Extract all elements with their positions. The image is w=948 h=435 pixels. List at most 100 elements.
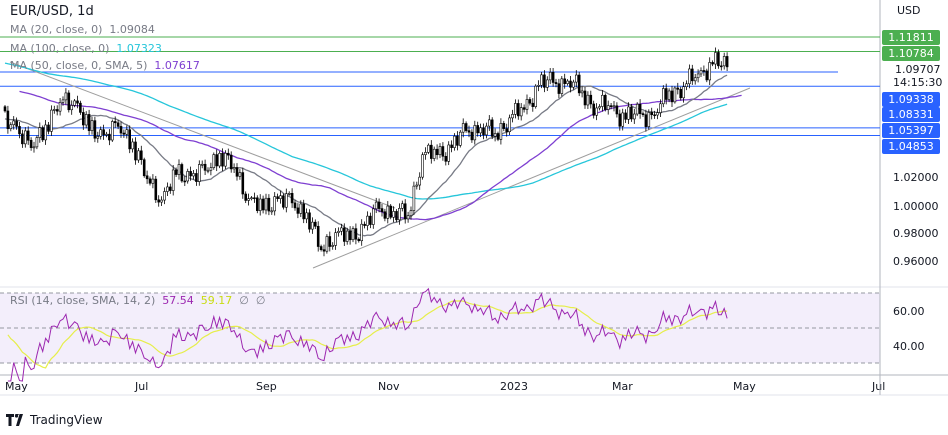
candle-body [574, 74, 578, 83]
candle-body [569, 80, 572, 88]
candle-body [180, 164, 184, 182]
ma100-value: 1.07323 [116, 42, 162, 55]
tradingview-logo[interactable]: TradingView [6, 413, 103, 427]
candle-body [354, 228, 358, 240]
candle-body [3, 106, 7, 112]
candle-body [360, 223, 364, 242]
candle-body [171, 169, 175, 191]
candle-body [337, 230, 340, 233]
candle-body [52, 109, 56, 111]
candle-body [682, 86, 685, 99]
candle-body [26, 130, 30, 141]
candle-body [412, 185, 416, 211]
candle-body [186, 171, 189, 182]
candle-body [473, 125, 477, 141]
candle-body [340, 227, 343, 232]
level-tag: 1.09338 [882, 92, 940, 107]
candle-body [598, 106, 601, 109]
level-tag: 1.05397 [882, 123, 940, 138]
candle-body [331, 245, 335, 247]
candle-body [32, 146, 36, 149]
time-tick-label: May [5, 380, 28, 393]
candle-body [534, 85, 538, 107]
candle-body [424, 152, 427, 156]
level-tag: 1.11811 [882, 30, 940, 45]
candle-body [218, 153, 221, 167]
candle-body [415, 184, 419, 187]
candle-body [557, 83, 561, 94]
candle-body [566, 80, 569, 84]
candle-body [374, 201, 378, 210]
candle-body [673, 87, 677, 103]
candle-body [345, 230, 349, 242]
candle-body [15, 120, 18, 127]
candle-body [61, 99, 65, 103]
candle-body [305, 212, 308, 220]
candle-body [224, 152, 227, 167]
candle-body [105, 133, 108, 136]
candle-body [241, 172, 245, 195]
candle-body [711, 62, 714, 65]
candle-body [392, 211, 395, 218]
candle-body [319, 246, 323, 250]
candle-body [592, 103, 596, 116]
rsi-line [7, 287, 728, 382]
candle-body [284, 193, 288, 208]
candle-body [722, 56, 726, 67]
candle-body [189, 171, 192, 177]
candle-body [221, 153, 224, 167]
candle-body [543, 74, 546, 88]
price-tick-label: 1.00000 [893, 200, 939, 213]
ascending-trendline [312, 87, 751, 269]
candle-body [232, 167, 236, 170]
price-tick-label: 0.96000 [893, 255, 939, 268]
candle-body [705, 70, 709, 81]
candle-body [632, 113, 636, 120]
candle-body [505, 128, 509, 132]
candle-body [212, 154, 216, 168]
candle-body [461, 123, 465, 133]
candle-body [195, 173, 198, 182]
candle-body [664, 88, 668, 100]
candle-body [435, 148, 439, 156]
candle-body [612, 105, 616, 108]
candle-body [563, 78, 567, 84]
candle-body [586, 94, 590, 106]
candle-body [615, 105, 619, 115]
candle-body [708, 62, 712, 81]
candle-body [9, 124, 13, 130]
time-tick-label: May [733, 380, 756, 393]
candle-body [400, 203, 404, 209]
candle-body [485, 125, 488, 136]
legend-rsi: RSI (14, close, SMA, 14, 2) 57.54 59.17 … [10, 294, 266, 307]
candle-body [444, 156, 448, 162]
candle-body [58, 101, 62, 112]
candle-body [519, 107, 523, 117]
candle-body [624, 112, 627, 120]
candle-body [363, 223, 366, 226]
candle-body [537, 84, 540, 87]
candle-body [154, 178, 158, 201]
candle-body [308, 212, 311, 230]
candle-body [479, 127, 482, 134]
candle-body [714, 52, 717, 65]
candle-body [647, 112, 651, 127]
ma50-line [19, 90, 742, 221]
candle-body [270, 210, 274, 213]
candle-body [41, 127, 45, 141]
candle-body [357, 238, 361, 242]
candle-body [316, 225, 320, 247]
price-tick-label: 1.02000 [893, 171, 939, 184]
candle-body [496, 133, 500, 140]
candle-body [369, 215, 372, 225]
candle-body [653, 114, 656, 117]
candle-body [264, 197, 268, 211]
candle-body [458, 131, 462, 146]
candle-body [273, 196, 277, 212]
tradingview-logo-icon [6, 414, 23, 426]
candle-body [311, 221, 314, 230]
candle-body [258, 198, 262, 211]
candle-body [589, 94, 593, 105]
candle-body [157, 199, 160, 203]
